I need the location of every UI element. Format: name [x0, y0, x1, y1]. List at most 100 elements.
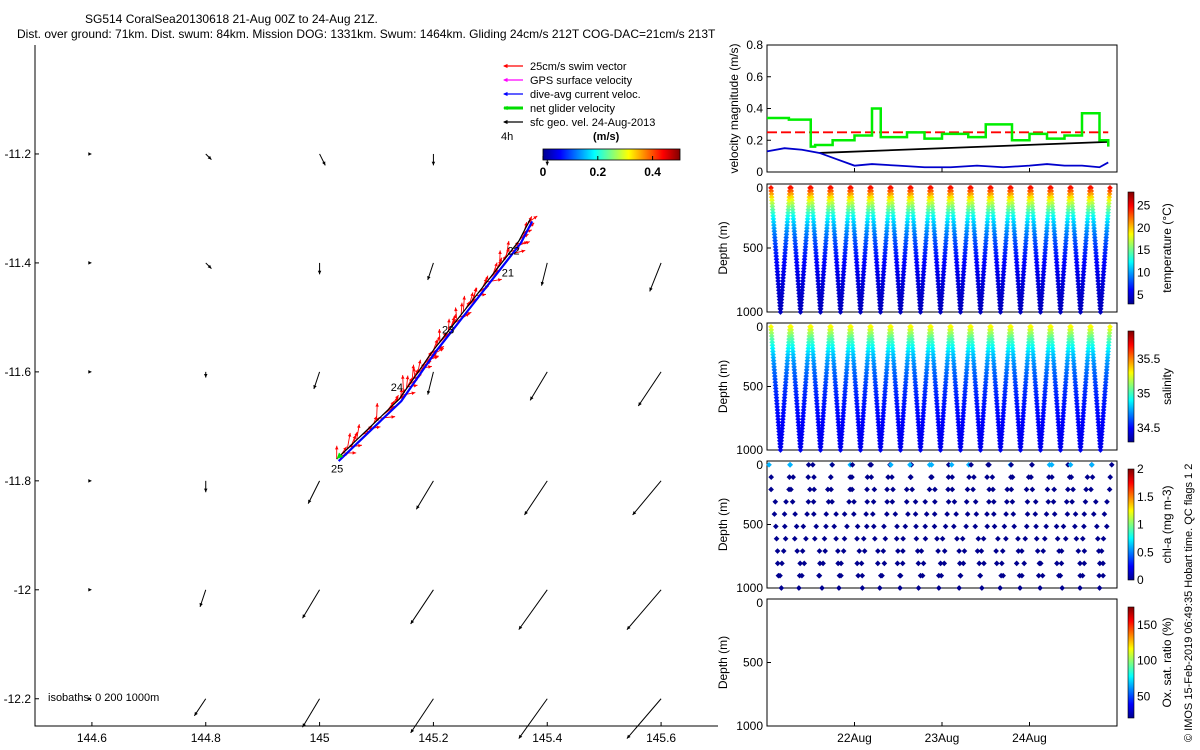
profile-sample — [834, 410, 841, 416]
profile-sample — [1041, 400, 1047, 407]
profile-sample — [964, 222, 970, 228]
profile-sample — [929, 200, 936, 207]
profile-sample — [1080, 416, 1086, 423]
profile-sample — [820, 413, 826, 419]
profile-sample — [977, 444, 984, 450]
profile-sample — [775, 284, 782, 290]
speed-colorbar: (m/s) 0 0.2 0.4 — [540, 131, 681, 179]
profile-sample — [830, 216, 837, 222]
profile-sample — [949, 203, 956, 210]
profile-sample — [948, 185, 954, 191]
profile-sample — [937, 560, 944, 567]
profile-sample — [942, 388, 948, 395]
profile-sample — [942, 385, 949, 392]
profile-sample — [825, 348, 831, 355]
profile-sample — [800, 407, 807, 413]
profile-sample — [1069, 339, 1076, 346]
profile-sample — [860, 410, 867, 416]
profile-sample — [870, 348, 876, 355]
profile-sample — [1089, 203, 1096, 210]
profile-sample — [840, 404, 847, 410]
current-arrowhead — [199, 602, 203, 607]
profile-sample — [1081, 397, 1088, 404]
profile-sample — [861, 394, 868, 401]
profile-sample — [1063, 370, 1070, 376]
current-arrowhead — [632, 511, 637, 516]
profile-sample — [803, 370, 810, 376]
profile-sample — [891, 360, 897, 367]
profile-sample — [971, 474, 977, 480]
profile-sample — [1025, 203, 1032, 210]
profile-sample — [957, 309, 964, 315]
profile-sample — [1067, 461, 1074, 468]
profile-sample — [1072, 243, 1079, 250]
profile-sample — [982, 382, 989, 389]
profile-sample — [1052, 243, 1059, 250]
profile-sample — [849, 200, 856, 207]
profile-sample — [1102, 243, 1109, 250]
profile-sample — [1028, 185, 1034, 191]
profile-sample — [1018, 431, 1025, 438]
profile-sample — [869, 203, 876, 210]
current-arrowhead — [204, 373, 208, 378]
profile-sample — [908, 194, 915, 200]
profile-sample — [904, 225, 910, 232]
profile-sample — [997, 585, 1003, 591]
profile-sample — [780, 275, 786, 281]
profile-sample — [1032, 379, 1039, 386]
profile-sample — [850, 348, 856, 355]
profile-sample — [821, 535, 828, 542]
profile-sample — [839, 419, 846, 426]
profile-sample — [772, 376, 778, 382]
y-tick-label: -12.2 — [4, 692, 32, 706]
profile-sample — [939, 284, 946, 290]
profile-sample — [1104, 357, 1111, 364]
profile-sample — [879, 572, 885, 579]
profile-sample — [795, 275, 801, 281]
profile-sample — [951, 228, 958, 235]
profile-sample — [1081, 400, 1087, 407]
profile-sample — [910, 219, 917, 225]
profile-sample — [993, 388, 999, 395]
colorbar-tick-label: 1.5 — [1137, 490, 1154, 504]
profile-sample — [1105, 351, 1111, 358]
profile-sample — [888, 323, 894, 330]
profile-sample — [982, 240, 989, 247]
profile-sample — [1101, 259, 1108, 266]
profile-sample — [885, 206, 892, 213]
profile-sample — [830, 351, 836, 358]
profile-sample — [1013, 394, 1020, 401]
profile-sample — [934, 268, 941, 275]
profile-sample — [1044, 357, 1051, 364]
profile-sample — [909, 486, 915, 493]
profile-sample — [823, 373, 830, 379]
profile-sample — [993, 397, 1000, 404]
profile-sample — [941, 391, 948, 398]
current-arrowhead — [626, 734, 631, 739]
profile-sample — [786, 197, 792, 204]
profile-sample — [1059, 281, 1066, 287]
profile-sample — [771, 370, 778, 376]
profile-sample — [932, 376, 938, 382]
current-arrowhead — [88, 152, 92, 156]
profile-sample — [1015, 281, 1022, 287]
profile-sample — [864, 354, 871, 361]
profile-sample — [828, 486, 834, 493]
profile-sample — [811, 228, 818, 235]
profile-sample — [854, 271, 861, 278]
profile-sample — [808, 194, 815, 200]
profile-sample — [874, 265, 881, 272]
profile-sample — [1004, 364, 1010, 370]
profile-sample — [982, 250, 988, 256]
profile-sample — [841, 253, 848, 259]
profile-sample — [1005, 209, 1011, 216]
profile-sample — [1055, 281, 1062, 287]
x-tick-label: 145.2 — [418, 731, 448, 745]
profile-sample — [1080, 410, 1087, 416]
profile-sample — [963, 367, 970, 373]
y-axis-label: Depth (m) — [716, 221, 730, 274]
current-arrowhead — [207, 264, 212, 269]
profile-sample — [883, 511, 890, 517]
profile-sample — [872, 237, 878, 244]
profile-sample — [1100, 413, 1106, 419]
